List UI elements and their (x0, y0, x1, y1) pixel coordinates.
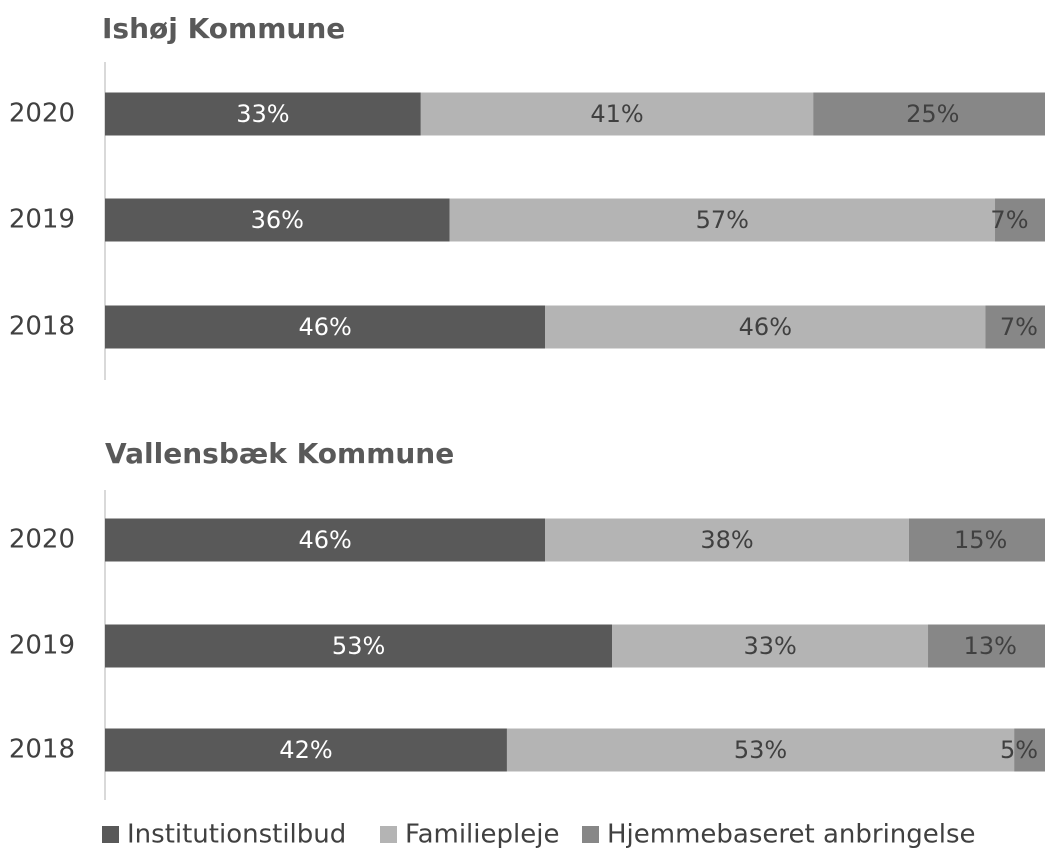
value-label: 57% (696, 206, 749, 234)
value-label: 5% (1000, 736, 1038, 764)
bar-segment (813, 92, 1045, 136)
value-label: 53% (734, 736, 787, 764)
bar-segment (985, 305, 1045, 349)
legend-label: Hjemmebaseret anbringelse (607, 820, 976, 850)
legend-label: Familiepleje (405, 820, 559, 850)
bar-segment (449, 198, 996, 242)
bar-segment (908, 518, 1045, 562)
y-tick-label: 2019 (9, 205, 75, 235)
bar-segment (105, 92, 421, 136)
bar-segment (995, 198, 1045, 242)
chart-title: Ishøj Kommune (102, 12, 345, 45)
bar-segment (545, 305, 986, 349)
value-label: 25% (906, 100, 959, 128)
legend-swatch (102, 826, 119, 843)
bar-segment (105, 305, 546, 349)
bar-segment (928, 624, 1045, 668)
bar-segment (105, 728, 507, 772)
value-label: 7% (1000, 313, 1038, 341)
y-tick-label: 2020 (9, 525, 75, 555)
value-label: 46% (298, 526, 351, 554)
y-tick-label: 2018 (9, 735, 75, 765)
value-label: 42% (279, 736, 332, 764)
value-label: 46% (298, 313, 351, 341)
bar-segment (1014, 728, 1045, 772)
chart-title: Vallensbæk Kommune (105, 437, 454, 470)
value-label: 13% (964, 632, 1017, 660)
value-label: 33% (236, 100, 289, 128)
bar-segment (506, 728, 1015, 772)
bar-segment (105, 518, 546, 562)
legend-label: Institutionstilbud (127, 820, 346, 850)
value-label: 7% (990, 206, 1028, 234)
legend-swatch (380, 826, 397, 843)
value-label: 38% (700, 526, 753, 554)
value-label: 41% (590, 100, 643, 128)
y-tick-label: 2018 (9, 312, 75, 342)
bar-segment (612, 624, 929, 668)
bar-segment (545, 518, 909, 562)
bar-segment (105, 198, 450, 242)
y-tick-label: 2020 (9, 99, 75, 129)
value-label: 36% (251, 206, 304, 234)
value-label: 33% (743, 632, 796, 660)
bar-segment (420, 92, 814, 136)
value-label: 53% (332, 632, 385, 660)
value-label: 46% (739, 313, 792, 341)
y-tick-label: 2019 (9, 631, 75, 661)
value-label: 15% (954, 526, 1007, 554)
legend-swatch (582, 826, 599, 843)
bar-segment (105, 624, 613, 668)
